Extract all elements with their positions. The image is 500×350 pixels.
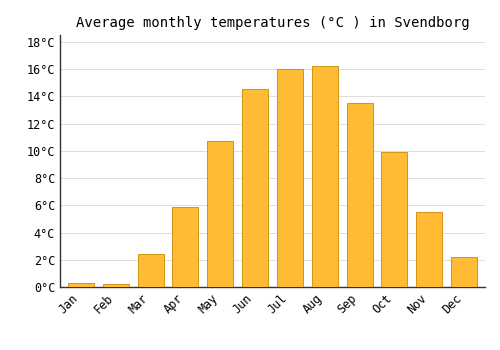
Bar xyxy=(312,66,338,287)
Bar xyxy=(242,90,268,287)
Bar xyxy=(207,141,234,287)
Bar xyxy=(346,103,372,287)
Bar xyxy=(68,283,94,287)
Bar xyxy=(277,69,303,287)
Bar xyxy=(416,212,442,287)
Bar xyxy=(382,152,407,287)
Bar xyxy=(451,257,477,287)
Bar xyxy=(172,206,199,287)
Bar xyxy=(138,254,164,287)
Bar xyxy=(102,284,129,287)
Title: Average monthly temperatures (°C ) in Svendborg: Average monthly temperatures (°C ) in Sv… xyxy=(76,16,469,30)
